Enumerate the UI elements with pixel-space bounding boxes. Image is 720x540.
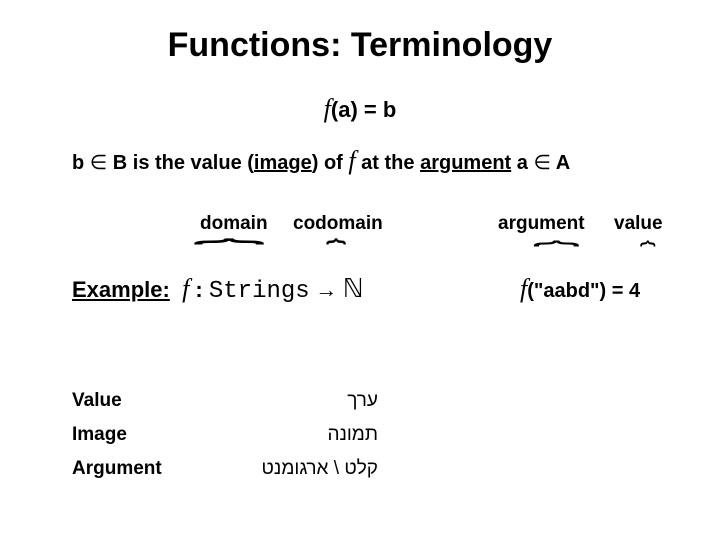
example-arrow: → bbox=[310, 277, 343, 302]
def-image: image bbox=[254, 152, 312, 174]
glossary-image-en: Image bbox=[72, 424, 127, 446]
def-B-text: B is the value ( bbox=[113, 152, 254, 174]
glossary-argument-en: Argument bbox=[72, 458, 162, 480]
equation-fab: f(a) = b bbox=[0, 94, 720, 124]
def-f: f bbox=[348, 146, 355, 175]
value-label-top: value bbox=[614, 213, 663, 235]
example-line: Example: f : Strings → ℕ bbox=[72, 274, 364, 305]
equation-rest: (a) = b bbox=[331, 97, 396, 122]
codomain-label: codomain bbox=[293, 213, 383, 235]
domain-label: domain bbox=[200, 213, 268, 235]
glossary-image-he: תמונה bbox=[258, 424, 378, 446]
def-mid: ) of bbox=[312, 152, 349, 174]
example-codomain: ℕ bbox=[343, 274, 364, 303]
glossary-argument-he: קלט \ ארגומנט bbox=[258, 458, 378, 480]
example-instance: f("aabd") = 4 bbox=[520, 274, 640, 304]
argument-label: argument bbox=[498, 213, 585, 235]
example-label: Example: bbox=[72, 277, 170, 302]
equation-f-symbol: f bbox=[324, 94, 331, 123]
def-in-2: ∈ bbox=[533, 152, 550, 174]
slide-title: Functions: Terminology bbox=[0, 26, 720, 65]
def-rest: a bbox=[511, 152, 533, 174]
example-right-rest: ("aabd") = 4 bbox=[527, 280, 640, 302]
glossary-value-en: Value bbox=[72, 390, 122, 412]
def-A: A bbox=[551, 152, 570, 174]
example-colon: : bbox=[189, 277, 209, 302]
def-b: b bbox=[72, 152, 84, 174]
def-in-1: ∈ bbox=[90, 152, 107, 174]
glossary-value-he: ערך bbox=[258, 390, 378, 412]
def-argument: argument bbox=[420, 152, 511, 174]
definition-line: b ∈ B is the value (image) of f at the a… bbox=[72, 146, 648, 176]
example-domain: Strings bbox=[209, 278, 310, 305]
def-mid2: at the bbox=[356, 152, 420, 174]
